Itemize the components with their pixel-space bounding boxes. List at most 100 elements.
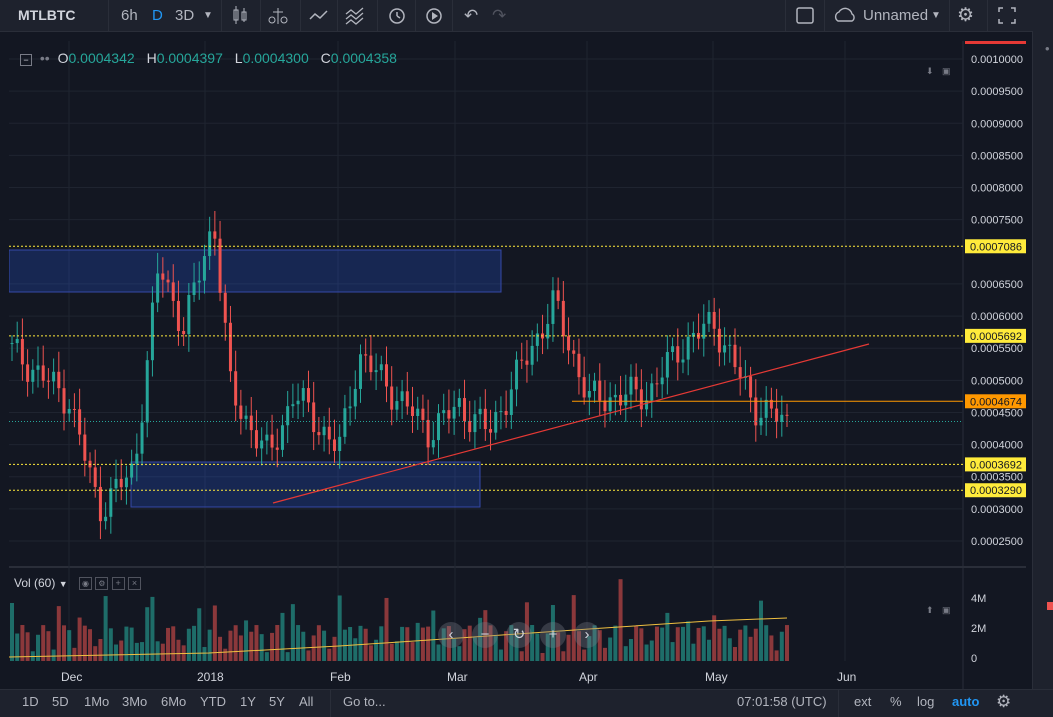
range-ytd[interactable]: YTD xyxy=(200,694,226,709)
candle-body xyxy=(202,256,206,281)
range-1y[interactable]: 1Y xyxy=(240,694,256,709)
goto-button[interactable]: Go to... xyxy=(343,694,386,709)
undo-icon[interactable]: ↶ xyxy=(464,6,479,25)
candle-body xyxy=(707,311,711,324)
volume-bar xyxy=(680,626,685,661)
pane-maximize-icon[interactable]: ▣ xyxy=(942,66,951,76)
volume-bar xyxy=(488,625,493,661)
log-toggle[interactable]: log xyxy=(917,694,935,709)
candle-body xyxy=(260,440,264,449)
volume-bar xyxy=(634,626,639,661)
volume-bar xyxy=(129,627,134,661)
financials-icon[interactable] xyxy=(343,0,367,31)
interval-d[interactable]: D xyxy=(152,7,163,24)
scroll-right-icon[interactable]: › xyxy=(574,622,600,648)
candle-body xyxy=(67,408,71,414)
layout-dropdown-icon[interactable]: ▼ xyxy=(931,10,941,21)
volume-bar xyxy=(306,650,311,661)
legend-dots-icon[interactable]: •• xyxy=(39,50,50,66)
drawing-zones xyxy=(9,249,502,508)
zoom-out-icon[interactable]: − xyxy=(472,622,498,648)
add-icon[interactable]: + xyxy=(111,577,125,591)
close-icon[interactable]: × xyxy=(128,577,141,591)
candle-body xyxy=(332,439,336,451)
volume-bar xyxy=(155,641,160,661)
volume-bar xyxy=(670,642,675,661)
redo-icon[interactable]: ↷ xyxy=(492,6,507,25)
volume-bar xyxy=(524,602,529,661)
zoom-in-icon[interactable]: + xyxy=(540,622,566,648)
range-1mo[interactable]: 1Mo xyxy=(84,694,110,709)
volume-bar xyxy=(10,603,14,661)
candle-body xyxy=(369,355,373,373)
volume-bar xyxy=(504,631,509,661)
interval-dropdown-icon[interactable]: ▼ xyxy=(203,10,213,21)
candles-icon[interactable] xyxy=(231,0,249,31)
range-5d[interactable]: 5D xyxy=(52,694,69,709)
volume-bar xyxy=(769,635,774,661)
clock[interactable]: 07:01:58 (UTC) xyxy=(737,694,827,709)
interval-3d[interactable]: 3D xyxy=(175,7,195,24)
interval-6h[interactable]: 6h xyxy=(121,7,138,24)
volume-bar xyxy=(431,610,436,661)
candle-body xyxy=(228,322,232,372)
pane-maximize-icon[interactable]: ▣ xyxy=(942,605,951,615)
price-chart[interactable]: 0.0010000 0.0009500 0.0009000 0.0008500 0.00… xyxy=(9,41,1026,689)
scroll-left-icon[interactable]: ‹ xyxy=(438,622,464,648)
volume-bar xyxy=(134,642,139,661)
candle-body xyxy=(546,323,550,339)
compare-icon[interactable] xyxy=(266,0,290,31)
replay-icon[interactable] xyxy=(422,0,446,31)
fullscreen-box-icon[interactable] xyxy=(795,0,815,31)
volume-bar xyxy=(753,628,758,661)
candle-body xyxy=(78,409,82,435)
reset-icon[interactable]: ↻ xyxy=(506,622,532,648)
gear-icon[interactable]: ⚙ xyxy=(996,692,1012,711)
range-all[interactable]: All xyxy=(299,694,314,709)
layout-name[interactable]: Unnamed xyxy=(863,7,929,24)
candle-body xyxy=(426,419,430,448)
volume-bar xyxy=(628,638,633,661)
indicators-icon[interactable] xyxy=(307,0,331,31)
volume-bar xyxy=(77,617,82,661)
candle-body xyxy=(390,386,394,410)
alert-icon[interactable] xyxy=(385,0,409,31)
ext-toggle[interactable]: ext xyxy=(854,694,872,709)
symbol-search[interactable]: MTLBTC xyxy=(18,7,76,23)
volume-bar xyxy=(363,628,368,661)
volume-bar xyxy=(108,628,113,661)
settings-icon[interactable]: ⚙ xyxy=(95,577,109,591)
expand-icon[interactable] xyxy=(997,0,1017,31)
candle-body xyxy=(280,425,284,450)
range-6mo[interactable]: 6Mo xyxy=(161,694,187,709)
pane-move-down-icon[interactable]: ⬇ xyxy=(926,66,934,76)
candle-body xyxy=(645,400,649,410)
range-5y[interactable]: 5Y xyxy=(269,694,285,709)
panel-tab-icon[interactable]: • xyxy=(1045,41,1050,56)
percent-toggle[interactable]: % xyxy=(890,694,902,709)
level-label: 0.0003692 xyxy=(970,459,1022,471)
candle-body xyxy=(322,426,326,436)
volume-dropdown-icon[interactable]: ▼ xyxy=(58,579,68,589)
legend-toggle-icon[interactable]: − xyxy=(20,54,32,66)
time-tick-label: Feb xyxy=(330,670,351,684)
candle-body xyxy=(530,345,534,365)
high-label: H xyxy=(146,50,157,66)
gear-icon[interactable]: ⚙ xyxy=(957,5,975,26)
level-label-box xyxy=(965,457,1026,472)
volume-bar xyxy=(51,649,56,661)
volume-bar xyxy=(322,630,327,661)
range-3mo[interactable]: 3Mo xyxy=(122,694,148,709)
eye-icon[interactable]: ◉ xyxy=(78,577,92,591)
candle-body xyxy=(327,426,331,440)
cloud-icon[interactable] xyxy=(832,0,858,31)
pane-move-up-icon[interactable]: ⬆ xyxy=(926,605,934,615)
candle-body xyxy=(525,360,529,365)
ohlc-legend: − •• O0.0004342 H0.0004397 L0.0004300 C0… xyxy=(20,50,397,66)
candle-body xyxy=(249,415,253,431)
range-1d[interactable]: 1D xyxy=(22,694,39,709)
auto-toggle[interactable]: auto xyxy=(952,694,980,709)
volume-label[interactable]: Vol (60) xyxy=(14,576,56,590)
volume-bar xyxy=(535,633,540,661)
candle-body xyxy=(353,388,357,407)
